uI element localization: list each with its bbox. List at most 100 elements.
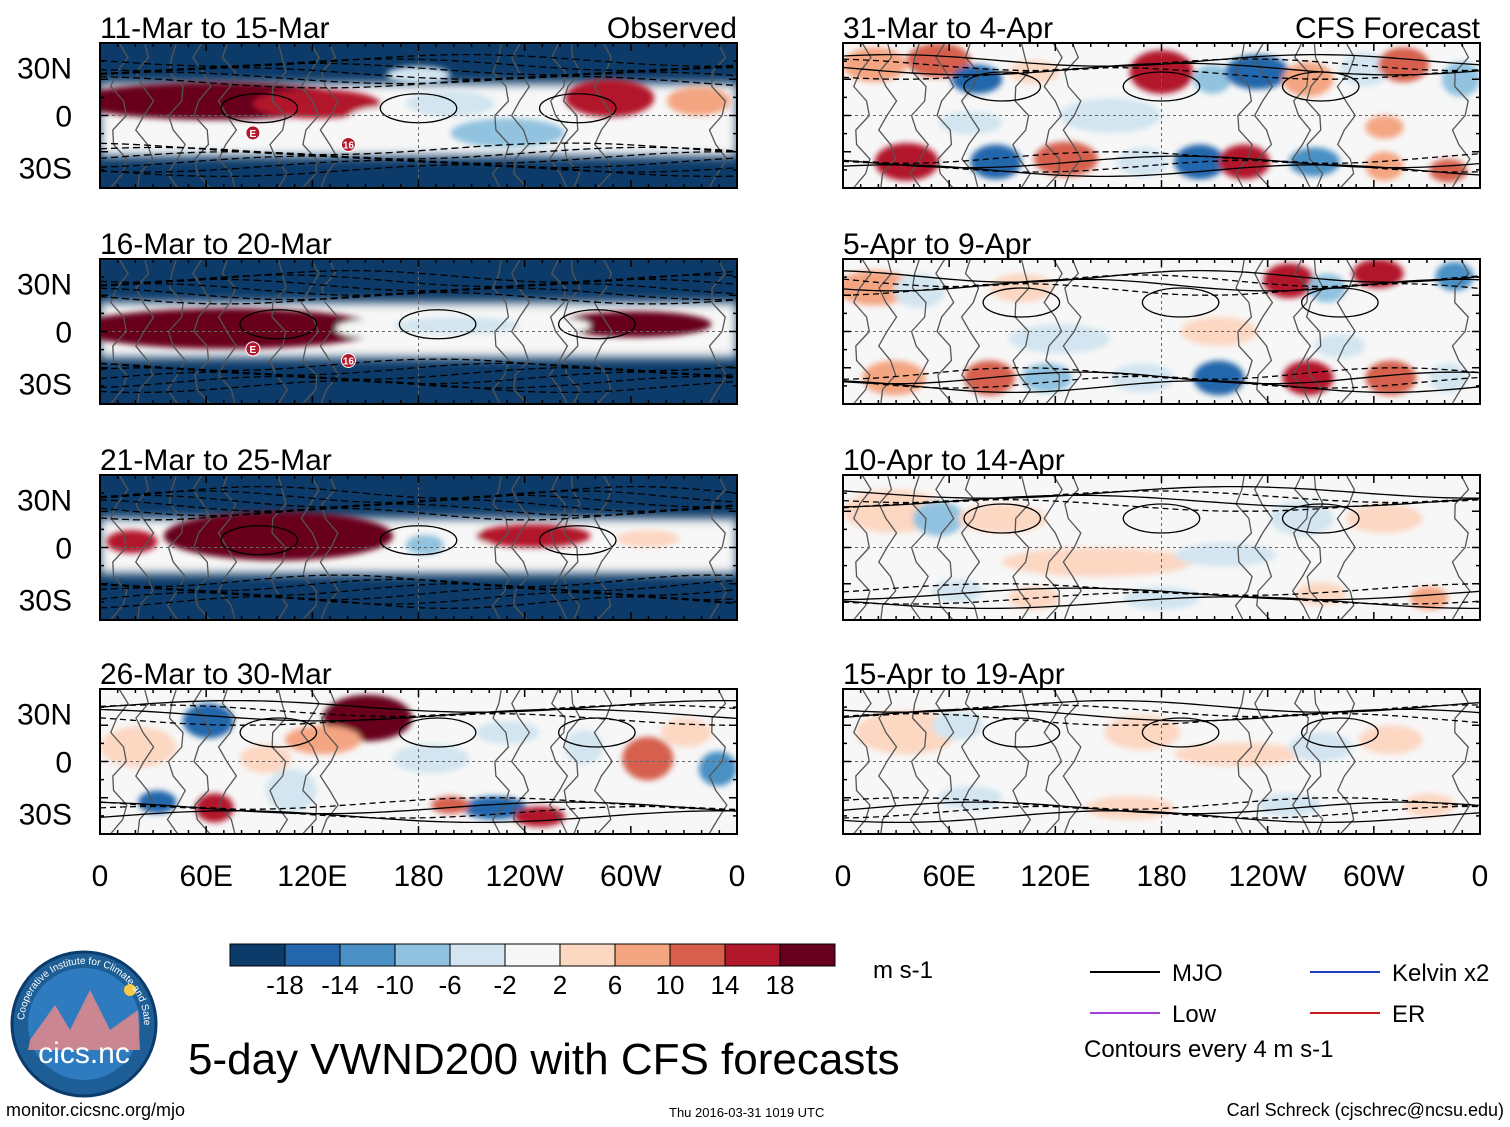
panel-label: CFS Forecast <box>1295 12 1481 45</box>
y-tick-label: 30S <box>19 153 72 186</box>
mjo-contour <box>843 490 1480 504</box>
field <box>843 475 1480 620</box>
anomaly-blob <box>565 79 655 117</box>
mjo-contour <box>963 503 1042 534</box>
field <box>100 259 737 404</box>
legend-label: ER <box>1392 1001 1425 1028</box>
mjo-contour <box>100 708 737 722</box>
coastline <box>510 259 531 404</box>
anomaly-blob <box>1263 263 1315 299</box>
colorbar-tick-label: -14 <box>321 970 359 1000</box>
anomaly-blob <box>106 530 158 554</box>
anomaly-blob <box>1409 586 1449 610</box>
map-panel-1: E 16 30N 0 30S 11-Mar to 15-Mar Observed <box>17 12 738 189</box>
colorbar-units: m s-1 <box>873 957 933 984</box>
mjo-contour <box>239 309 318 340</box>
mjo-contour <box>100 797 737 810</box>
footer-timestamp: Thu 2016-03-31 1019 UTC <box>669 1105 825 1120</box>
map-panel-6: 5-Apr to 9-Apr <box>842 228 1481 405</box>
anomaly-blob <box>138 790 177 814</box>
anomaly-blob <box>1059 98 1162 133</box>
coastline <box>1291 689 1312 834</box>
colorbar-tick-label: -10 <box>376 970 414 1000</box>
coastline <box>491 43 510 188</box>
coastline <box>935 259 955 404</box>
mjo-contour <box>100 146 737 160</box>
colorbar-swatch <box>559 943 616 967</box>
colorbar-swatch <box>394 943 451 967</box>
anomaly-blob <box>565 729 604 765</box>
mjo-contour <box>843 283 1480 296</box>
mjo-contour <box>1300 287 1379 318</box>
anomaly-blob <box>615 530 680 548</box>
storm-marker <box>245 125 261 141</box>
anomaly-blob <box>431 796 470 814</box>
storm-marker-label: 16 <box>343 141 355 152</box>
anomaly-blob <box>932 710 984 740</box>
mjo-contour <box>843 67 1480 80</box>
x-tick-label: 60W <box>600 860 662 893</box>
contour-legend: MJO Kelvin x2 Low ER <box>1090 960 1489 1028</box>
mjo-contour <box>100 810 737 824</box>
map-panel-2: E 16 30N 0 30S 16-Mar to 20-Mar <box>17 228 738 405</box>
anomaly-blob <box>348 106 425 130</box>
anomaly-blob <box>1346 504 1423 533</box>
panel-period: 21-Mar to 25-Mar <box>100 444 332 477</box>
legend-label: Kelvin x2 <box>1392 960 1489 987</box>
anomaly-blob <box>100 726 177 768</box>
mjo-contour <box>843 53 1480 67</box>
mjo-contour <box>220 93 299 124</box>
y-tick-label: 30S <box>19 369 72 402</box>
mjo-contour <box>398 717 477 748</box>
y-tick-label: 30N <box>17 699 72 732</box>
x-tick-label: 0 <box>835 860 852 893</box>
mjo-contour <box>843 499 1480 512</box>
anomaly-blob <box>450 118 566 148</box>
coastline <box>1451 43 1471 188</box>
footer-url: monitor.cicsnc.org/mjo <box>6 1100 186 1120</box>
anomaly-blob <box>874 143 939 181</box>
coastline <box>1012 475 1032 620</box>
mjo-contour <box>843 810 1480 824</box>
anomaly-blob <box>393 317 521 335</box>
tick-marks <box>99 474 738 621</box>
map-panel-8: 15-Apr to 19-Apr 0 60E 120E 180 120W 60W 0 <box>835 658 1489 893</box>
anomaly-blob <box>405 534 444 555</box>
coastline <box>548 475 569 620</box>
coastline <box>192 43 212 188</box>
storm-marker <box>340 353 356 368</box>
coastline <box>1451 689 1471 834</box>
panel-period: 15-Apr to 19-Apr <box>843 658 1065 691</box>
x-tick-label: 60W <box>1343 860 1405 893</box>
anomaly-blob <box>1435 261 1474 291</box>
contour-note: Contours every 4 m s-1 <box>1084 1036 1334 1063</box>
anomaly-blob <box>1358 725 1423 755</box>
anomaly-blob <box>284 725 362 755</box>
coastline <box>935 475 955 620</box>
anomaly-blob <box>1116 147 1168 177</box>
field <box>100 475 737 620</box>
mjo-contour <box>843 713 1480 726</box>
colorbar-tick-label: -6 <box>438 970 461 1000</box>
panel-period: 10-Apr to 14-Apr <box>843 444 1065 477</box>
mjo-contour <box>1141 287 1220 318</box>
mjo-contour <box>843 155 1480 169</box>
mjo-contour <box>100 142 737 156</box>
map-panel-5: 31-Mar to 4-Apr CFS Forecast <box>842 12 1481 189</box>
coastline <box>1253 689 1274 834</box>
anomaly-blob <box>163 511 394 561</box>
footer-author: Carl Schreck (cjschrec@ncsu.edu) <box>1226 1100 1504 1120</box>
x-tick-label: 120E <box>277 860 347 893</box>
coastline <box>269 259 289 404</box>
colorbar: -18 -14 -10 -6 -2 2 6 10 14 18 <box>229 943 836 1000</box>
mjo-contour <box>843 494 1480 508</box>
anomaly-blob <box>1288 732 1353 762</box>
anomaly-blob <box>1314 334 1366 358</box>
coastline <box>192 475 212 620</box>
mjo-contour <box>843 164 1480 178</box>
mjo-contour <box>843 151 1480 164</box>
mjo-contour <box>557 309 636 340</box>
mjo-contour <box>239 717 318 748</box>
panel-period: 31-Mar to 4-Apr <box>843 12 1053 45</box>
